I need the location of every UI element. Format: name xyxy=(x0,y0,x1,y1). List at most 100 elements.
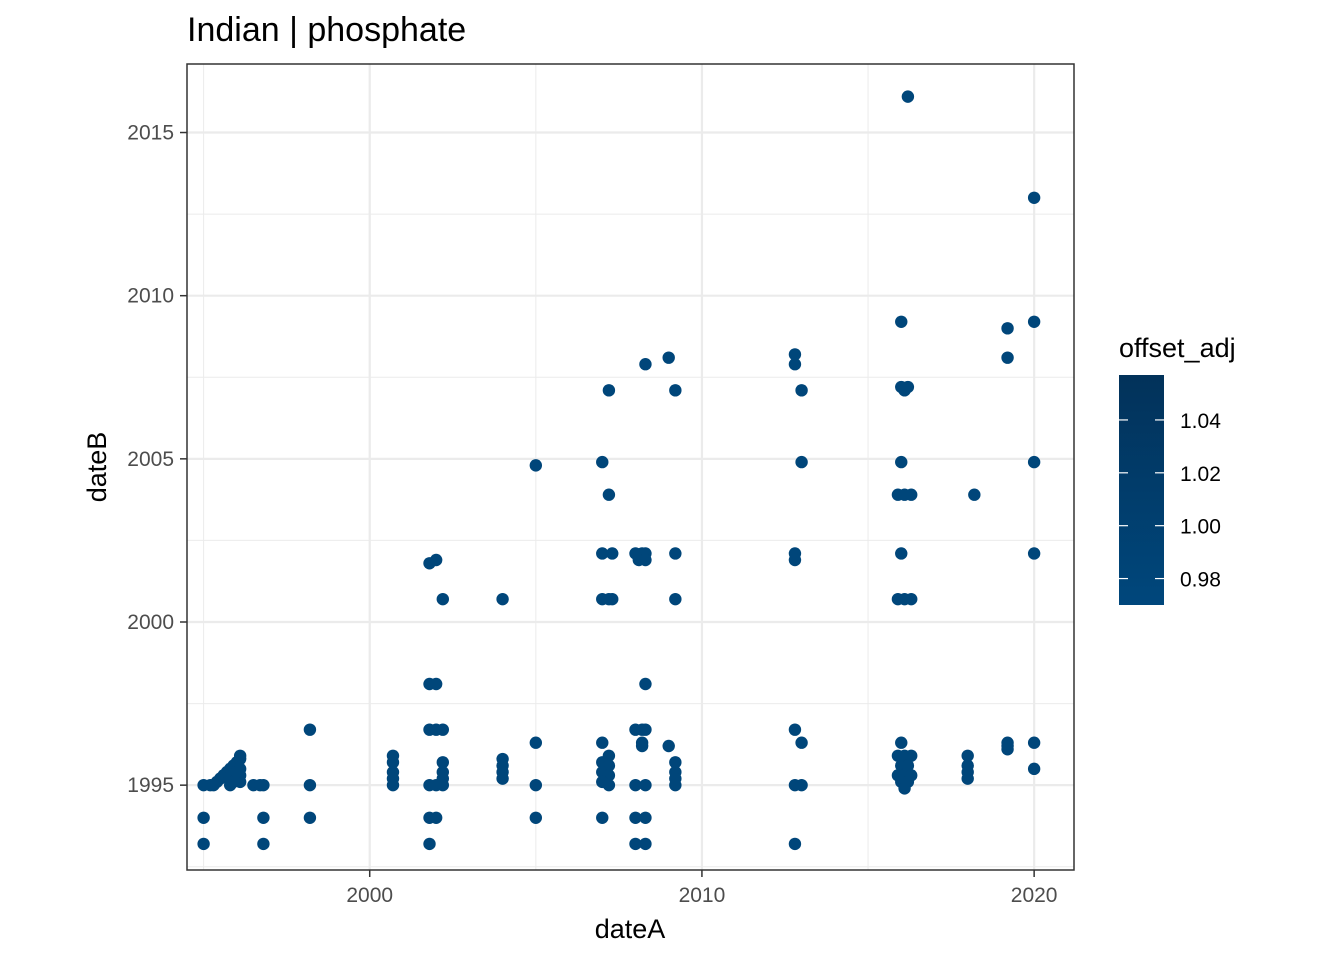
data-point xyxy=(529,778,543,792)
data-point xyxy=(436,778,450,792)
plot-border xyxy=(186,63,1075,871)
y-tick-label: 2010 xyxy=(127,285,174,308)
grid-minor xyxy=(187,64,1074,870)
data-point xyxy=(602,778,616,792)
data-point xyxy=(1027,547,1041,560)
colorbar-label: 0.98 xyxy=(1180,569,1221,592)
x-axis: 2000 2010 2020 xyxy=(346,870,1057,907)
data-point xyxy=(197,811,210,824)
data-point xyxy=(529,811,543,824)
legend-title: offset_adj xyxy=(1119,333,1236,363)
data-point xyxy=(788,348,802,361)
data-point xyxy=(197,837,210,851)
data-point xyxy=(1027,315,1041,328)
data-point xyxy=(596,811,609,824)
data-point xyxy=(662,351,675,364)
y-tick-label: 2000 xyxy=(127,611,174,634)
data-point xyxy=(968,488,981,501)
data-point xyxy=(905,592,918,606)
data-point xyxy=(639,811,652,824)
data-point xyxy=(1001,743,1014,756)
data-point xyxy=(303,723,317,736)
data-point xyxy=(895,736,908,749)
data-point xyxy=(386,756,400,769)
legend: offset_adj 1.04 1.02 1.00 0.98 xyxy=(1119,333,1236,605)
x-axis-title: dateA xyxy=(595,914,666,944)
data-point xyxy=(901,90,915,103)
data-point xyxy=(529,459,543,472)
data-point xyxy=(233,775,247,789)
data-point xyxy=(1027,736,1041,749)
y-axis: 1995 2000 2005 2010 2015 xyxy=(127,122,187,797)
data-point xyxy=(639,723,652,736)
data-point xyxy=(602,488,616,501)
plot-panel xyxy=(187,64,1074,870)
data-point xyxy=(905,488,918,501)
data-point xyxy=(905,749,918,762)
data-point xyxy=(436,723,450,736)
data-point xyxy=(895,315,908,328)
data-point xyxy=(669,384,682,397)
x-tick-label: 2010 xyxy=(679,884,726,907)
data-point xyxy=(257,811,270,824)
y-tick-label: 2015 xyxy=(127,122,174,145)
data-point xyxy=(639,677,652,691)
y-tick-label: 1995 xyxy=(127,774,174,797)
data-point xyxy=(895,547,908,560)
data-point xyxy=(961,772,974,785)
colorbar-label: 1.02 xyxy=(1180,463,1221,486)
y-tick-label: 2005 xyxy=(127,448,174,471)
chart-title: Indian | phosphate xyxy=(187,11,466,49)
data-point xyxy=(606,592,619,606)
data-point xyxy=(496,592,509,606)
data-point xyxy=(788,837,802,851)
data-point xyxy=(386,778,400,792)
data-point xyxy=(257,837,270,851)
data-point xyxy=(669,778,682,792)
data-point xyxy=(436,592,450,606)
data-point xyxy=(895,455,908,469)
colorbar-label: 1.00 xyxy=(1180,516,1221,539)
data-point xyxy=(639,553,652,567)
y-axis-title: dateB xyxy=(82,432,112,503)
data-point xyxy=(429,677,443,691)
data-point xyxy=(795,736,808,749)
data-point xyxy=(898,782,911,795)
data-point xyxy=(496,772,509,785)
data-point xyxy=(669,592,682,606)
data-point xyxy=(788,358,802,371)
data-point xyxy=(662,739,675,753)
data-point xyxy=(230,765,244,779)
data-point xyxy=(629,837,642,851)
data-point xyxy=(529,736,543,749)
data-point xyxy=(436,756,450,769)
data-point xyxy=(602,384,616,397)
data-point xyxy=(1027,191,1041,204)
data-point xyxy=(596,547,609,560)
colorbar-label: 1.04 xyxy=(1180,410,1221,433)
data-points xyxy=(197,90,1041,851)
data-point xyxy=(669,756,682,769)
data-point xyxy=(901,380,915,394)
data-point xyxy=(429,811,443,824)
data-point xyxy=(303,778,317,792)
data-point xyxy=(795,455,808,469)
colorbar xyxy=(1119,375,1164,605)
data-point xyxy=(429,553,443,567)
data-point xyxy=(669,547,682,560)
data-point xyxy=(606,547,619,560)
data-point xyxy=(596,455,609,469)
data-point xyxy=(961,749,974,762)
data-point xyxy=(1027,762,1041,776)
data-point xyxy=(788,553,802,567)
data-point xyxy=(901,759,915,772)
data-point xyxy=(639,358,652,371)
data-point xyxy=(423,837,436,851)
colorbar-ticks: 1.04 1.02 1.00 0.98 xyxy=(1119,410,1221,592)
data-point xyxy=(795,778,808,792)
data-point xyxy=(639,837,652,851)
data-point xyxy=(233,749,247,762)
data-point xyxy=(795,384,808,397)
x-tick-label: 2020 xyxy=(1011,884,1058,907)
